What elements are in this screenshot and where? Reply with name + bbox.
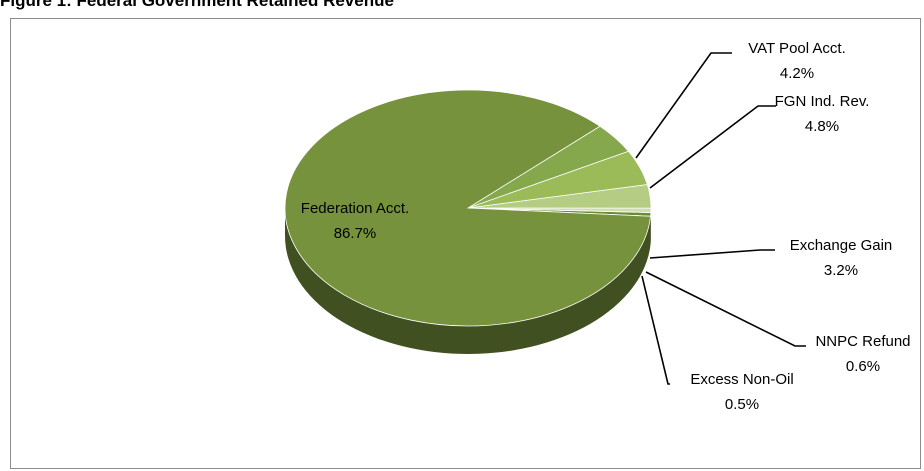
figure-title: Figure 1: Federal Government Retained Re… [0,0,394,10]
slice-value-vat-pool-acct-: 4.2% [780,65,814,82]
slice-label-excess-non-oil: Excess Non-Oil [690,371,793,388]
slice-labels: Federation Acct. 86.7% VAT Pool Acct. 4.2% F… [301,40,911,413]
leader-lines [635,52,806,385]
leader-line-vat-pool-acct- [635,52,732,159]
leader-line-excess-non-oil [641,275,670,385]
leader-line-fgn-ind-rev- [649,105,776,189]
slice-value-federation-acct-: 86.7% [334,225,377,242]
pie-slices [284,89,652,327]
slice-value-excess-non-oil: 0.5% [725,396,759,413]
slice-label-federation-acct-: Federation Acct. [301,200,409,217]
leader-line-exchange-gain [649,249,775,259]
slice-label-fgn-ind-rev-: FGN Ind. Rev. [775,93,870,110]
slice-label-vat-pool-acct-: VAT Pool Acct. [748,40,846,57]
slice-value-nnpc-refund: 0.6% [846,358,880,375]
slice-label-exchange-gain: Exchange Gain [790,237,893,254]
pie-side-federation-acct- [285,208,651,354]
slice-value-fgn-ind-rev-: 4.8% [805,118,839,135]
pie-slice-federation-acct- [284,89,651,327]
leader-line-nnpc-refund [645,271,806,347]
slice-label-nnpc-refund: NNPC Refund [815,333,910,350]
pie-depth [285,208,651,354]
slice-value-exchange-gain: 3.2% [824,262,858,279]
